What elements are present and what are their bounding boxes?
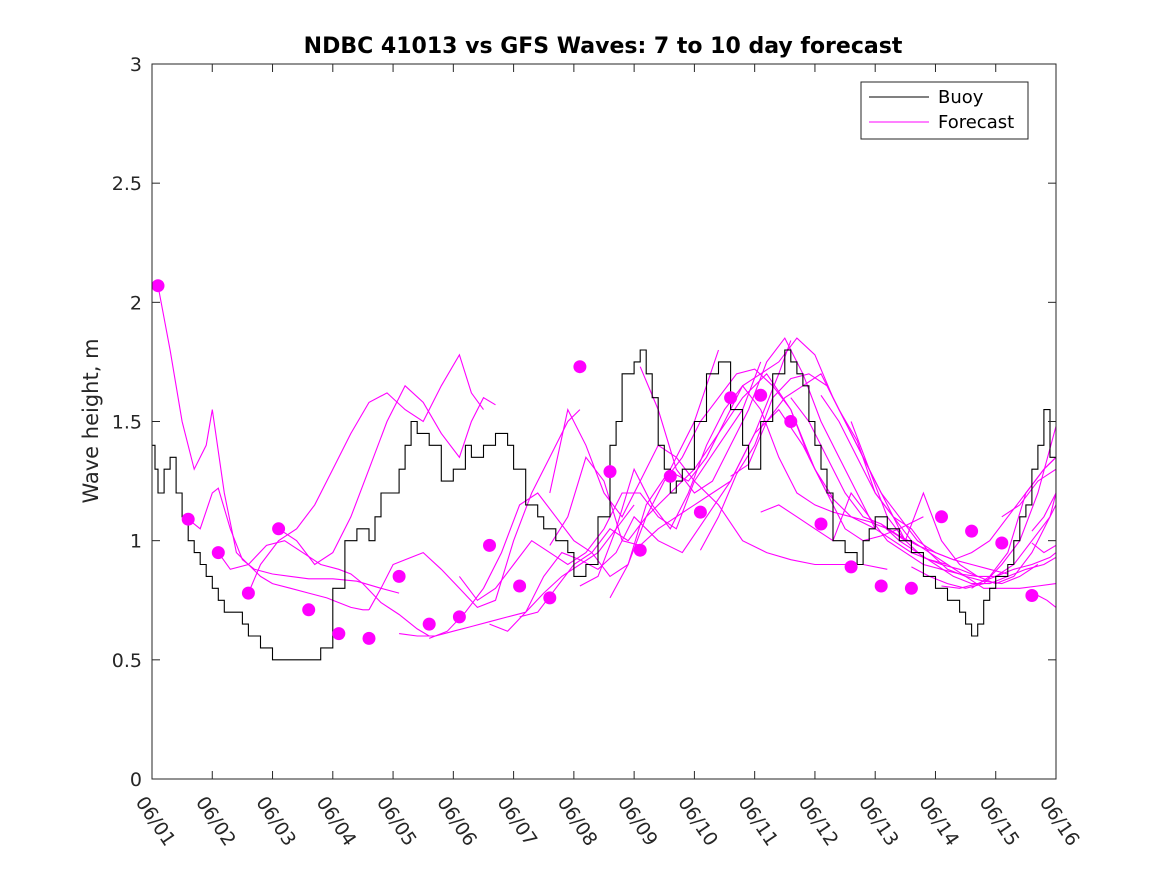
forecast-trace-5 (278, 384, 496, 566)
forecast-point (814, 517, 828, 531)
forecast-point (543, 591, 557, 605)
forecast-trace-27 (971, 456, 1056, 589)
chart-title: NDBC 41013 vs GFS Waves: 7 to 10 day for… (304, 34, 903, 59)
forecast-point (693, 505, 707, 519)
forecast-point (302, 603, 316, 617)
forecast-point (392, 569, 406, 583)
y-tick-label: 2 (130, 292, 142, 314)
y-tick-label: 3 (130, 54, 142, 76)
forecast-point (362, 631, 376, 645)
forecast-point (935, 510, 948, 524)
forecast-trace-16 (639, 337, 948, 566)
forecast-trace-4 (247, 353, 484, 594)
forecast-trace-6 (368, 409, 581, 611)
forecast-point (995, 536, 1009, 550)
forecast-point (152, 279, 165, 293)
y-tick-label: 2.5 (112, 173, 142, 195)
forecast-trace-26 (941, 492, 1056, 589)
legend: Buoy Forecast (860, 81, 1029, 140)
forecast-point (904, 581, 918, 595)
forecast-trace-1 (157, 285, 369, 611)
y-tick-label: 0 (130, 769, 142, 791)
forecast-trace-15 (609, 368, 924, 599)
forecast-trace-3 (217, 540, 430, 637)
forecast-point (844, 560, 858, 574)
forecast-point (573, 360, 587, 374)
forecast-trace-2 (187, 487, 400, 594)
forecast-point (422, 617, 436, 631)
y-axis-label: Wave height, m (79, 338, 103, 503)
forecast-point (633, 543, 647, 557)
forecast-point (603, 465, 617, 479)
forecast-point (663, 469, 677, 483)
y-tick-label: 0.5 (112, 650, 142, 672)
forecast-point (513, 579, 527, 593)
buoy-line (152, 349, 1056, 661)
forecast-point (784, 415, 798, 428)
legend-label-forecast: Forecast (938, 112, 1014, 133)
forecast-point (874, 579, 888, 593)
forecast-point (965, 524, 979, 538)
forecast-trace-31 (1037, 595, 1056, 608)
data-layer (152, 279, 1056, 661)
forecast-trace-8 (428, 349, 720, 639)
forecast-point (483, 538, 496, 552)
forecast-trace-28 (1001, 468, 1056, 518)
forecast-trace-22 (820, 394, 1056, 589)
forecast-point (272, 522, 286, 536)
forecast-trace-29 (1031, 492, 1056, 532)
forecast-trace-9 (458, 361, 762, 602)
forecast-point (332, 627, 346, 641)
forecast-point (452, 610, 466, 624)
forecast-point (724, 391, 738, 405)
forecast-point (181, 512, 195, 526)
forecast-trace-13 (549, 407, 888, 570)
forecast-point (241, 586, 255, 600)
forecast-point (1025, 589, 1039, 602)
y-tick-label: 1.5 (112, 412, 142, 434)
forecast-point (211, 546, 225, 560)
forecast-trace-30 (1031, 542, 1056, 554)
forecast-point (754, 388, 768, 402)
legend-label-buoy: Buoy (938, 87, 984, 108)
legend-box (860, 81, 1029, 140)
y-tick-label: 1 (130, 531, 142, 553)
forecast-trace-20 (760, 491, 1056, 577)
